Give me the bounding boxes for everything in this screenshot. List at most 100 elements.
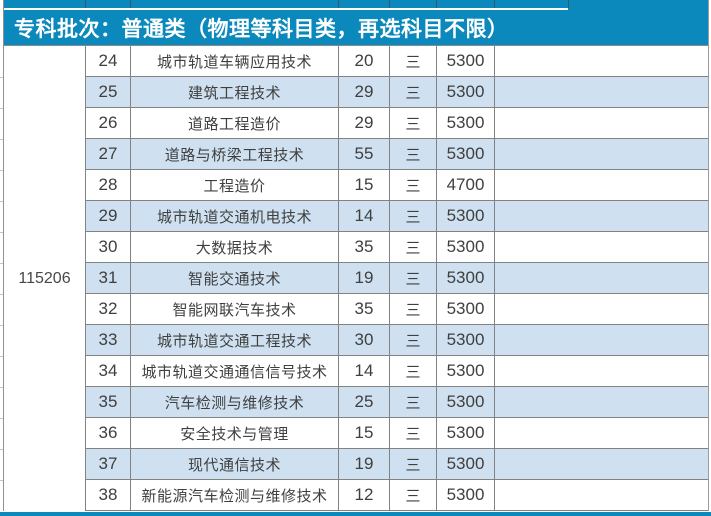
row-line-tick [0, 325, 3, 326]
row-major-name: 城市轨道交通机电技术 [131, 201, 339, 231]
row-remark [495, 418, 708, 448]
row-remark [495, 139, 708, 169]
row-remark [495, 325, 708, 355]
row-remark [495, 356, 708, 386]
row-plan-count: 35 [339, 294, 390, 324]
row-seq: 34 [86, 356, 131, 386]
row-remark [495, 46, 708, 76]
row-plan-count: 35 [339, 232, 390, 262]
row-line-tick [0, 294, 3, 295]
row-line-tick [0, 480, 3, 481]
row-major-name: 建筑工程技术 [131, 77, 339, 107]
row-major-name: 城市轨道交通工程技术 [131, 325, 339, 355]
table-row: 30 大数据技术 35 三 5300 [86, 232, 708, 263]
row-study-years: 三 [390, 201, 437, 231]
row-major-name: 汽车检测与维修技术 [131, 387, 339, 417]
row-tuition-fee: 4700 [437, 170, 495, 200]
row-plan-count: 15 [339, 418, 390, 448]
row-remark [495, 480, 708, 510]
row-tuition-fee: 5300 [437, 201, 495, 231]
table-row: 37 现代通信技术 19 三 5300 [86, 449, 708, 480]
row-seq: 28 [86, 170, 131, 200]
row-tuition-fee: 5300 [437, 294, 495, 324]
row-major-name: 智能网联汽车技术 [131, 294, 339, 324]
row-line-tick [0, 77, 3, 78]
row-plan-count: 55 [339, 139, 390, 169]
row-remark [495, 449, 708, 479]
row-study-years: 三 [390, 170, 437, 200]
row-line-tick [0, 170, 3, 171]
row-plan-count: 29 [339, 108, 390, 138]
row-study-years: 三 [390, 325, 437, 355]
row-major-name: 城市轨道车辆应用技术 [131, 46, 339, 76]
row-study-years: 三 [390, 356, 437, 386]
table-row: 26 道路工程造价 29 三 5300 [86, 108, 708, 139]
column-divider-tick [436, 0, 437, 8]
row-seq: 31 [86, 263, 131, 293]
column-divider-tick [568, 0, 569, 8]
row-study-years: 三 [390, 294, 437, 324]
table-row: 36 安全技术与管理 15 三 5300 [86, 418, 708, 449]
table-bottom-border [0, 512, 711, 516]
row-seq: 30 [86, 232, 131, 262]
college-group-code: 115206 [18, 269, 71, 287]
row-tuition-fee: 5300 [437, 480, 495, 510]
row-plan-count: 29 [339, 77, 390, 107]
row-major-name: 道路与桥梁工程技术 [131, 139, 339, 169]
row-plan-count: 19 [339, 449, 390, 479]
row-tuition-fee: 5300 [437, 356, 495, 386]
section-header: 专科批次：普通类（物理等科目类，再选科目不限） [4, 0, 708, 45]
table-row: 34 城市轨道交通通信信号技术 14 三 5300 [86, 356, 708, 387]
row-tuition-fee: 5300 [437, 139, 495, 169]
column-divider-tick [494, 0, 495, 8]
row-tuition-fee: 5300 [437, 77, 495, 107]
row-remark [495, 170, 708, 200]
table-row: 29 城市轨道交通机电技术 14 三 5300 [86, 201, 708, 232]
row-plan-count: 14 [339, 356, 390, 386]
row-major-name: 工程造价 [131, 170, 339, 200]
row-study-years: 三 [390, 449, 437, 479]
header-gap-line [4, 8, 568, 10]
row-seq: 36 [86, 418, 131, 448]
section-banner: 专科批次：普通类（物理等科目类，再选科目不限） [4, 10, 708, 45]
row-line-tick [0, 449, 3, 450]
section-banner-title: 专科批次：普通类（物理等科目类，再选科目不限） [14, 17, 509, 41]
row-study-years: 三 [390, 387, 437, 417]
row-seq: 37 [86, 449, 131, 479]
row-plan-count: 20 [339, 46, 390, 76]
row-plan-count: 12 [339, 480, 390, 510]
row-plan-count: 14 [339, 201, 390, 231]
row-seq: 27 [86, 139, 131, 169]
college-group-code-cell: 115206 [4, 46, 85, 511]
row-line-tick [0, 139, 3, 140]
table-row: 25 建筑工程技术 29 三 5300 [86, 77, 708, 108]
table-row: 38 新能源汽车检测与维修技术 12 三 5300 [86, 480, 708, 511]
row-major-name: 安全技术与管理 [131, 418, 339, 448]
table-row: 27 道路与桥梁工程技术 55 三 5300 [86, 139, 708, 170]
row-tuition-fee: 5300 [437, 449, 495, 479]
row-remark [495, 232, 708, 262]
table-row: 32 智能网联汽车技术 35 三 5300 [86, 294, 708, 325]
row-tuition-fee: 5300 [437, 263, 495, 293]
row-major-name: 城市轨道交通通信信号技术 [131, 356, 339, 386]
column-divider-tick [85, 0, 86, 8]
row-seq: 35 [86, 387, 131, 417]
column-divider-tick [389, 0, 390, 8]
row-plan-count: 30 [339, 325, 390, 355]
row-tuition-fee: 5300 [437, 325, 495, 355]
table-row: 24 城市轨道车辆应用技术 20 三 5300 [86, 46, 708, 77]
row-remark [495, 108, 708, 138]
table-row: 31 智能交通技术 19 三 5300 [86, 263, 708, 294]
column-divider-tick [130, 0, 131, 8]
row-line-tick [0, 263, 3, 264]
row-remark [495, 201, 708, 231]
table-row: 28 工程造价 15 三 4700 [86, 170, 708, 201]
table-row: 35 汽车检测与维修技术 25 三 5300 [86, 387, 708, 418]
row-study-years: 三 [390, 139, 437, 169]
row-remark [495, 294, 708, 324]
row-major-name: 新能源汽车检测与维修技术 [131, 480, 339, 510]
row-seq: 32 [86, 294, 131, 324]
row-remark [495, 387, 708, 417]
row-tuition-fee: 5300 [437, 46, 495, 76]
row-seq: 38 [86, 480, 131, 510]
